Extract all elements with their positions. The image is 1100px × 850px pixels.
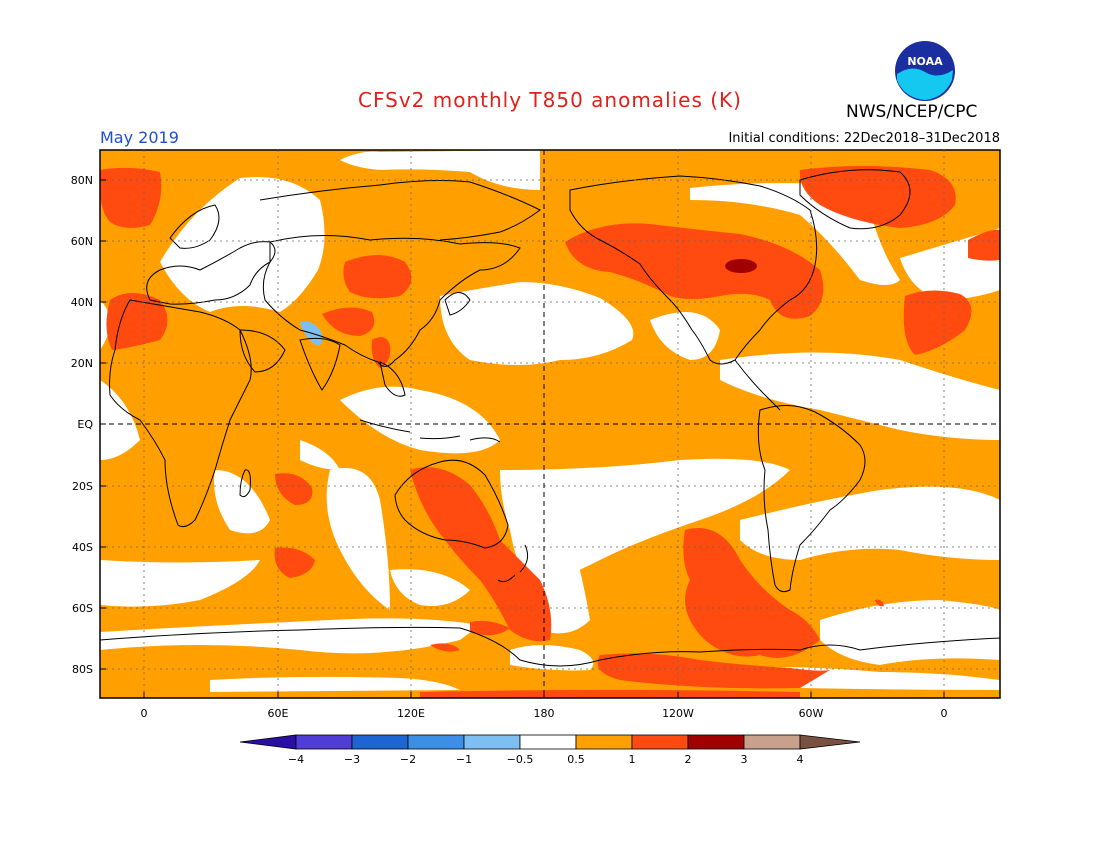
colorbar-label: 0.5 — [567, 753, 585, 766]
colorbar-label: −1 — [456, 753, 472, 766]
lat-label: 80N — [71, 174, 93, 187]
lat-label: 80S — [72, 663, 93, 676]
colorbar-swatch — [631, 734, 689, 750]
colorbar-swatch — [407, 734, 465, 750]
colorbar-arrow-high — [799, 734, 861, 750]
colorbar-swatch — [687, 734, 745, 750]
red-regions — [100, 166, 1000, 698]
lat-label: 20N — [71, 357, 93, 370]
lon-label: 180 — [534, 707, 555, 720]
colorbar-label: −4 — [288, 753, 304, 766]
lon-label: 60W — [799, 707, 824, 720]
lon-label: 0 — [941, 707, 948, 720]
colorbar: −4 −3 −2 −1 −0.5 0.5 1 2 3 4 — [239, 734, 861, 766]
lon-label: 60E — [268, 707, 289, 720]
colorbar-label: 2 — [685, 753, 692, 766]
lon-label: 0 — [141, 707, 148, 720]
lat-label: EQ — [77, 418, 93, 431]
colorbar-label: 1 — [629, 753, 636, 766]
colorbar-swatch — [295, 734, 353, 750]
darkred-region — [725, 259, 757, 273]
lat-label: 20S — [72, 480, 93, 493]
lat-label: 40S — [72, 541, 93, 554]
colorbar-swatch — [463, 734, 521, 750]
grid-lines — [100, 150, 1000, 698]
colorbar-swatch — [575, 734, 633, 750]
neutral-regions — [100, 150, 1000, 692]
colorbar-label: 3 — [741, 753, 748, 766]
lon-label: 120E — [397, 707, 425, 720]
lat-label: 40N — [71, 296, 93, 309]
lat-label: 60S — [72, 602, 93, 615]
noaa-logo-icon: NOAA — [895, 41, 955, 101]
lon-label: 120W — [662, 707, 694, 720]
longitude-labels: 0 60E 120E 180 120W 60W 0 — [141, 707, 948, 720]
colorbar-label: −3 — [344, 753, 360, 766]
chart-title: CFSv2 monthly T850 anomalies (K) — [358, 88, 742, 112]
colorbar-swatch — [351, 734, 409, 750]
latitude-labels: 80N 60N 40N 20N EQ 20S 40S 60S 80S — [71, 174, 94, 676]
equator-dateline — [100, 150, 1000, 698]
colorbar-swatch — [519, 734, 577, 750]
initial-conditions: Initial conditions: 22Dec2018–31Dec2018 — [728, 131, 1000, 146]
logo-text: NOAA — [907, 55, 943, 68]
colorbar-arrow-low — [239, 734, 297, 750]
colorbar-label: 4 — [797, 753, 804, 766]
colorbar-label: −0.5 — [507, 753, 534, 766]
agency-label: NWS/NCEP/CPC — [846, 102, 978, 122]
coastlines — [100, 169, 1000, 667]
colorbar-label: −2 — [400, 753, 416, 766]
axis-ticks — [100, 179, 945, 698]
forecast-month: May 2019 — [100, 128, 179, 147]
lat-label: 60N — [71, 235, 93, 248]
colorbar-swatch — [743, 734, 801, 750]
